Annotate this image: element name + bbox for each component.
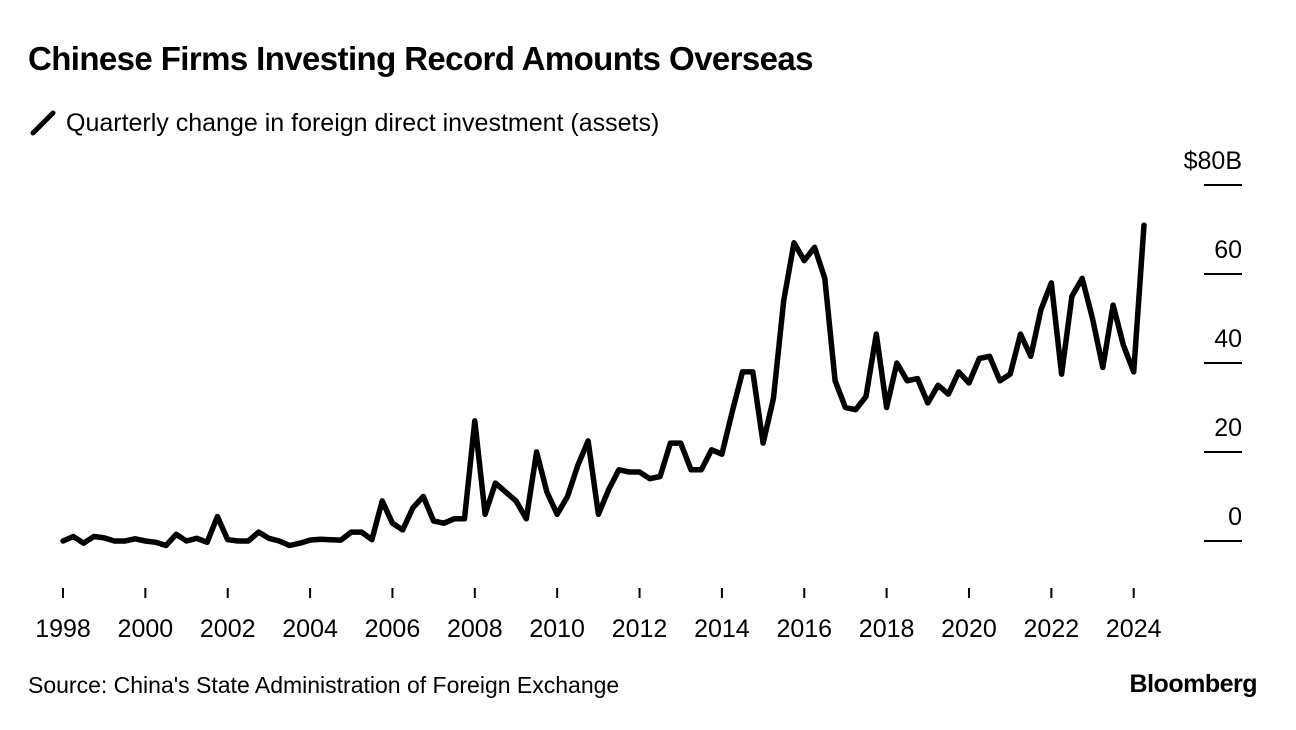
y-tick-label-0: 0 xyxy=(1228,503,1242,531)
y-tick-label-80: $80B xyxy=(1184,147,1242,175)
series-line-0 xyxy=(60,222,1147,549)
x-tick-label-2002: 2002 xyxy=(200,615,256,643)
y-tick-label-20: 20 xyxy=(1214,414,1242,442)
y-axis: 0 20 40 60 $80B xyxy=(1184,147,1242,542)
x-tick-label-2004: 2004 xyxy=(282,615,338,643)
x-tick-label-2012: 2012 xyxy=(612,615,668,643)
x-tick-label-2014: 2014 xyxy=(694,615,750,643)
x-tick-label-2022: 2022 xyxy=(1024,615,1080,643)
chart-title: Chinese Firms Investing Record Amounts O… xyxy=(28,40,813,77)
x-tick-label-2018: 2018 xyxy=(859,615,915,643)
y-tick-label-40: 40 xyxy=(1214,325,1242,353)
x-tick-label-2020: 2020 xyxy=(941,615,997,643)
x-tick-label-2010: 2010 xyxy=(529,615,585,643)
x-tick-label-2008: 2008 xyxy=(447,615,503,643)
x-tick-label-1998: 1998 xyxy=(35,615,91,643)
x-tick-label-2006: 2006 xyxy=(365,615,421,643)
legend-label: Quarterly change in foreign direct inves… xyxy=(66,108,660,137)
y-tick-label-60: 60 xyxy=(1214,236,1242,264)
line-series-icon xyxy=(30,110,56,136)
legend: Quarterly change in foreign direct inves… xyxy=(28,106,659,140)
series-group xyxy=(60,222,1147,549)
source-note: Source: China's State Administration of … xyxy=(28,672,620,698)
x-tick-label-2000: 2000 xyxy=(118,615,174,643)
x-tick-label-2016: 2016 xyxy=(776,615,832,643)
bloomberg-logo: Bloomberg xyxy=(1129,670,1258,698)
x-tick-label-2024: 2024 xyxy=(1106,615,1162,643)
x-axis: 1998 2000 2002 2004 2006 2008 2010 2012 2014 2016… xyxy=(35,588,1162,643)
